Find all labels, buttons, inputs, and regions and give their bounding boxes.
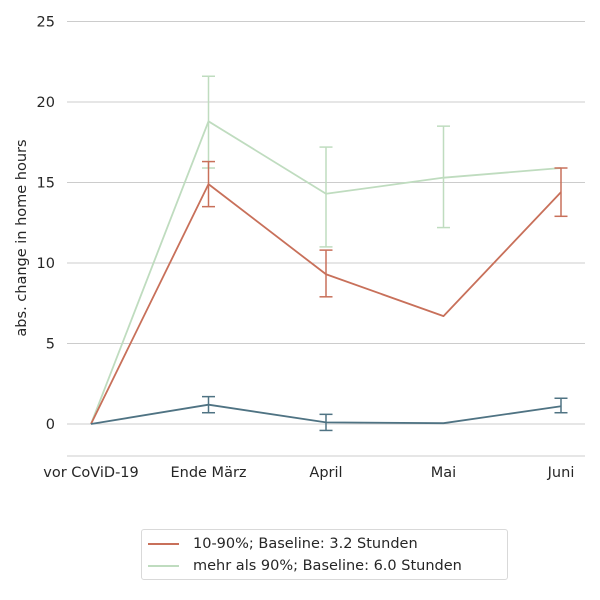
error-bar-series-3 [202,395,215,414]
legend-label-series-1: 10-90%; Baseline: 3.2 Stunden [193,536,418,552]
error-bar-series-1 [319,249,333,298]
y-tick-label: 10 [37,256,55,272]
y-tick-label: 5 [46,337,55,353]
y-tick-label: 0 [46,417,55,433]
legend-item-series-2: mehr als 90%; Baseline: 6.0 Stunden [148,555,462,577]
y-tick-labels: 0 5 10 15 20 25 [37,15,55,434]
y-tick-label: 20 [37,95,55,111]
y-tick-label: 25 [37,15,55,31]
error-bar-series-3 [319,413,333,432]
y-tick-label: 15 [37,176,55,192]
legend: 10-90%; Baseline: 3.2 Stunden mehr als 9… [141,529,508,580]
error-bar-series-1 [554,167,568,218]
error-bar-series-2 [202,75,215,169]
x-tick-label: Juni [547,465,575,481]
x-tick-labels: vor CoViD-19 Ende März April Mai Juni [43,465,574,481]
error-bars [202,75,568,432]
x-tick-label: April [309,465,342,481]
legend-item-series-1: 10-90%; Baseline: 3.2 Stunden [148,533,418,555]
error-bar-series-2 [437,125,450,229]
x-tick-label: vor CoViD-19 [43,465,139,481]
x-tick-label: Mai [431,465,456,481]
legend-swatch-series-1 [148,543,179,545]
x-tick-label: Ende März [170,465,246,481]
y-axis-title: abs. change in home hours [14,139,30,336]
legend-swatch-series-2 [148,565,179,567]
error-bar-series-2 [319,146,333,248]
error-bar-series-1 [202,160,215,208]
error-bar-series-3 [554,397,568,414]
legend-label-series-2: mehr als 90%; Baseline: 6.0 Stunden [193,558,462,574]
